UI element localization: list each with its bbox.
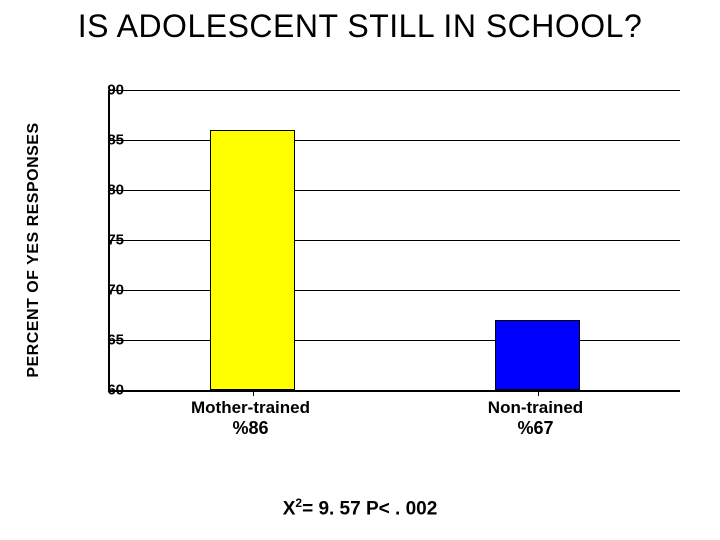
stats-pprefix: P< (361, 498, 395, 519)
y-tick-label: 65 (84, 332, 124, 349)
grid-line (110, 240, 680, 241)
y-tick-label: 70 (84, 282, 124, 299)
grid-line (110, 190, 680, 191)
y-tick-label: 85 (84, 132, 124, 149)
y-tick-label: 90 (84, 82, 124, 99)
grid-line (110, 140, 680, 141)
grid-line (110, 290, 680, 291)
category-label: Non-trained (436, 398, 636, 418)
stats-x: X (283, 498, 296, 519)
value-label: %86 (151, 418, 351, 439)
grid-line (110, 340, 680, 341)
stats-line: X2= 9. 57 P< . 002 (0, 496, 720, 520)
y-tick-label: 80 (84, 182, 124, 199)
stats-chisq: 9. 57 (318, 498, 360, 519)
bar (495, 320, 581, 390)
stats-p: . 002 (395, 498, 437, 519)
x-tick-mark (253, 390, 254, 396)
y-tick-label: 60 (84, 382, 124, 399)
y-tick-label: 75 (84, 232, 124, 249)
plot-area (108, 90, 680, 392)
grid-line (110, 90, 680, 91)
x-tick-mark (538, 390, 539, 396)
bar (210, 130, 296, 390)
slide: IS ADOLESCENT STILL IN SCHOOL? PERCENT O… (0, 0, 720, 540)
stats-eq: = (302, 498, 318, 519)
y-axis-label: PERCENT OF YES RESPONSES (25, 122, 43, 377)
category-label: Mother-trained (151, 398, 351, 418)
bar-chart: 60 65 70 75 80 85 90 Mother-trained%86 Non-train… (60, 70, 700, 440)
slide-title: IS ADOLESCENT STILL IN SCHOOL? (0, 8, 720, 45)
value-label: %67 (436, 418, 636, 439)
